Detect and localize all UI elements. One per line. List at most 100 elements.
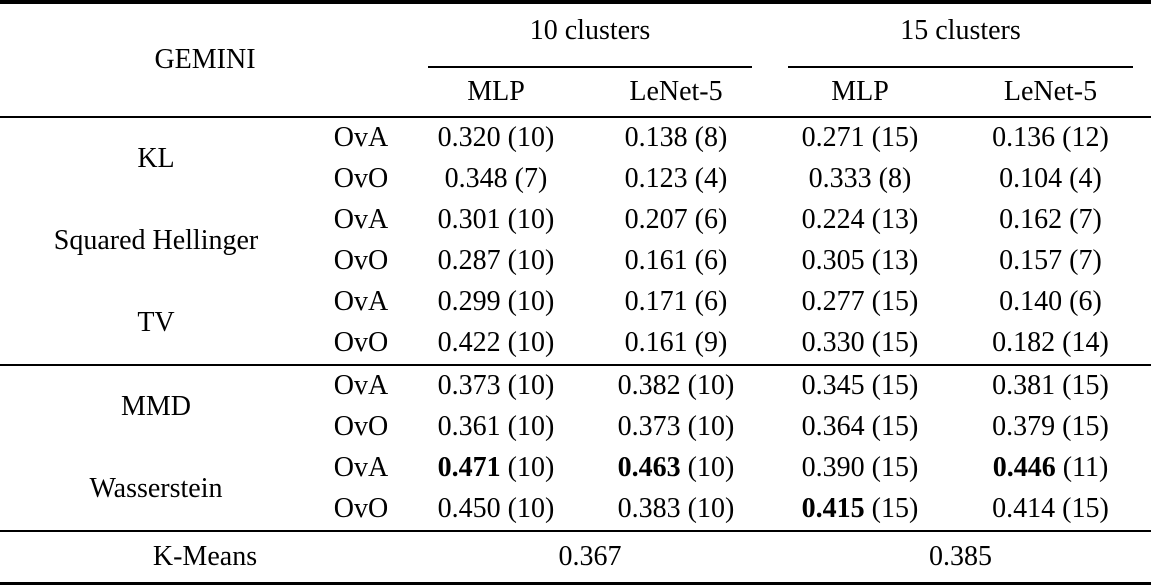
score-cell-squared-hellinger-ovo-3: 0.157 (7) [999,245,1102,277]
score-value: 0.182 [992,327,1056,359]
score-value: 0.383 [617,493,681,525]
cmidrule-15-clusters [788,66,1133,68]
score-value: 0.161 [624,327,688,359]
score-cell-squared-hellinger-ova-3: 0.162 (7) [999,204,1102,236]
score-value: 0.287 [437,245,501,277]
table-row-tv-ovo: OvO 0.422 (10) 0.161 (9) 0.330 (15) 0.182 (1… [0,323,1151,365]
row-label-wasserstein: Wasserstein [89,472,223,504]
score-cell-kl-ova-3: 0.136 (12) [992,122,1109,154]
score-cell-kl-ova-1: 0.138 (8) [624,122,728,154]
score-cell-squared-hellinger-ova-2: 0.224 (13) [801,204,919,236]
score-value: 0.414 [992,493,1056,525]
col-header-lenet5-10clusters: LeNet-5 [582,68,770,118]
score-cell-wasserstein-ova-2: 0.390 (15) [801,452,919,484]
table-row-mmd-ova: MMD OvA 0.373 (10) 0.382 (10) 0.345 (15) 0.38… [0,364,1151,448]
score-value: 0.224 [801,204,865,236]
score-value: 0.422 [437,327,501,359]
score-cell-squared-hellinger-ova-1: 0.207 (6) [624,204,728,236]
score-cell-wasserstein-ova-1: 0.463 (10) [617,452,735,484]
score-value: 0.320 [437,122,501,154]
score-cell-mmd-ova-1: 0.382 (10) [582,364,770,407]
score-cell-wasserstein-ovo-2: 0.415 (15) [801,493,919,525]
table-row-mmd-ovo: OvO 0.361 (10) 0.373 (10) 0.364 (15) 0.379 (… [0,407,1151,448]
score-cell-tv-ovo-2: 0.330 (15) [801,327,919,359]
score-cell-kl-ova-2: 0.271 (15) [801,122,919,154]
score-value: 0.123 [624,163,688,195]
kmeans-value-15clusters: 0.385 [770,530,1151,584]
score-value: 0.207 [624,204,688,236]
row-label-tv: TV [137,306,175,338]
score-cell-tv-ovo-0: 0.422 (10) [437,327,555,359]
score-value: 0.157 [999,245,1063,277]
score-value: 0.382 [617,370,681,402]
score-cell-mmd-ovo-3: 0.379 (15) [992,411,1109,443]
score-value: 0.305 [801,245,865,277]
score-cell-mmd-ovo-0: 0.361 (10) [437,411,555,443]
table-row-kl-ovo: OvO 0.348 (7) 0.123 (4) 0.333 (8) 0.104 (4) [0,159,1151,200]
col-group-10-clusters: 10 clusters [410,2,770,68]
col-header-mlp-15clusters: MLP [770,68,950,118]
table-body: KL OvA 0.320 (10) 0.138 (8) 0.271 (15) 0.136 … [0,117,1151,531]
score-cell-tv-ova-2: 0.277 (15) [801,286,919,318]
col-group-15-clusters-label: 15 clusters [900,15,1021,46]
score-cell-squared-hellinger-ova-0: 0.301 (10) [437,204,555,236]
score-cell-kl-ovo-3: 0.104 (4) [999,163,1102,195]
mode-cell-ova: OvA [333,122,389,154]
score-cell-kl-ova-0: 0.320 (10) [437,122,555,154]
score-cell-mmd-ova-0: 0.373 (10) [410,364,582,407]
mode-cell-ova: OvA [333,452,389,484]
score-cell-tv-ovo-3: 0.182 (14) [992,327,1109,359]
col-group-10-clusters-label: 10 clusters [529,15,651,46]
table-row-squared-hellinger-ova: Squared Hellinger OvA 0.301 (10) 0.207 (6) 0… [0,200,1151,255]
col-group-15-clusters: 15 clusters [770,2,1151,68]
score-value: 0.415 [801,493,865,525]
score-cell-mmd-ovo-2: 0.364 (15) [801,411,919,443]
score-cell-wasserstein-ova-0: 0.471 (10) [437,452,555,484]
table-corner-header: GEMINI [0,2,410,118]
score-value: 0.140 [999,286,1063,318]
score-value: 0.390 [801,452,865,484]
score-value: 0.271 [801,122,865,154]
kmeans-row: K-Means 0.367 0.385 [0,530,1151,584]
score-value: 0.333 [808,163,872,195]
score-cell-kl-ovo-1: 0.123 (4) [624,163,728,195]
score-cell-wasserstein-ovo-1: 0.383 (10) [617,493,735,525]
table-row-tv-ova: TV OvA 0.299 (10) 0.171 (6) 0.277 (15) 0.140 … [0,282,1151,337]
mode-cell-ova: OvA [333,286,389,318]
score-cell-wasserstein-ova-3: 0.446 (11) [992,452,1109,484]
score-cell-tv-ova-3: 0.140 (6) [999,286,1102,318]
col-header-lenet5-15clusters: LeNet-5 [950,68,1151,118]
score-cell-squared-hellinger-ovo-2: 0.305 (13) [801,245,919,277]
mode-cell-ovo: OvO [333,493,389,525]
score-value: 0.471 [437,452,501,484]
score-cell-kl-ovo-0: 0.348 (7) [444,163,548,195]
score-value: 0.381 [992,370,1056,402]
score-value: 0.373 [617,411,681,443]
row-label-kl: KL [137,142,175,174]
score-value: 0.373 [437,370,501,402]
score-value: 0.138 [624,122,688,154]
mode-cell-ovo: OvO [333,245,389,277]
mode-cell-ovo: OvO [333,411,389,443]
score-value: 0.361 [437,411,501,443]
row-label-mmd: MMD [0,364,312,448]
mode-cell-ovo: OvO [333,163,389,195]
score-value: 0.446 [992,452,1056,484]
score-value: 0.330 [801,327,865,359]
score-value: 0.136 [992,122,1056,154]
table-row-kl-ova: KL OvA 0.320 (10) 0.138 (8) 0.271 (15) 0.136 … [0,117,1151,173]
score-cell-wasserstein-ovo-0: 0.450 (10) [437,493,555,525]
mode-cell-ova: OvA [333,204,389,236]
score-value: 0.348 [444,163,508,195]
score-value: 0.345 [801,370,865,402]
kmeans-value-10clusters: 0.367 [410,530,770,584]
score-value: 0.161 [624,245,688,277]
score-cell-kl-ovo-2: 0.333 (8) [808,163,912,195]
mode-cell-ovo: OvO [333,327,389,359]
table-row-squared-hellinger-ovo: OvO 0.287 (10) 0.161 (6) 0.305 (13) 0.157 (7… [0,241,1151,282]
score-value: 0.450 [437,493,501,525]
table-row-wasserstein-ovo: OvO 0.450 (10) 0.383 (10) 0.415 (15) 0.414 (… [0,489,1151,531]
score-cell-squared-hellinger-ovo-0: 0.287 (10) [437,245,555,277]
score-value: 0.463 [617,452,681,484]
score-value: 0.301 [437,204,501,236]
